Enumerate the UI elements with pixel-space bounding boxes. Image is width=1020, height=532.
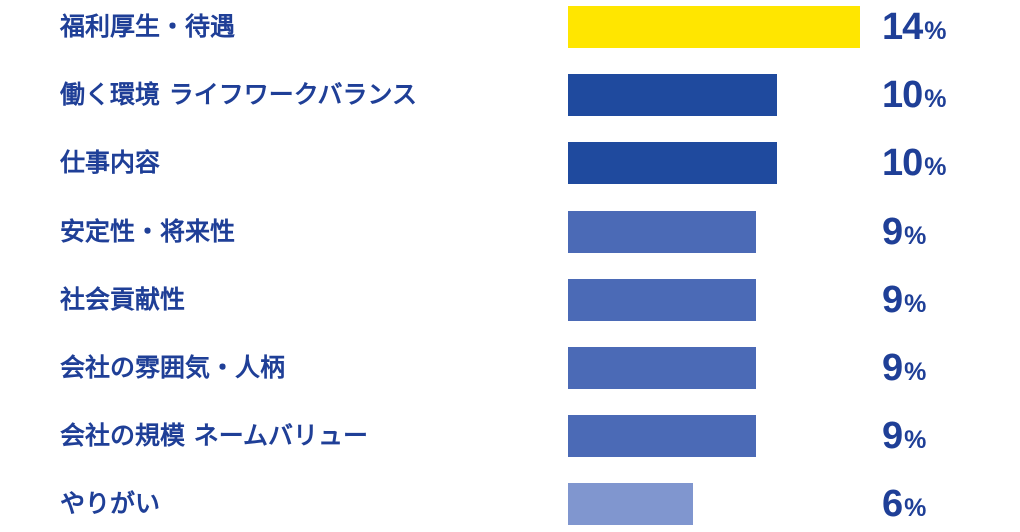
bar-row: 会社の雰囲気・人柄 9%	[0, 347, 1020, 389]
category-label: やりがい	[60, 489, 161, 519]
bar-row: 福利厚生・待遇 14%	[0, 6, 1020, 48]
value-unit: %	[904, 358, 927, 386]
category-label: 安定性・将来性	[60, 216, 236, 246]
value-unit: %	[924, 85, 947, 114]
bar	[568, 483, 694, 526]
category-label: 会社の雰囲気・人柄	[60, 353, 286, 382]
bar-row: 仕事内容 10%	[0, 142, 1020, 185]
category-label: 働く環境 ライフワークバランス	[60, 80, 417, 110]
value-label: 9%	[882, 279, 926, 321]
value-label: 14%	[882, 6, 947, 48]
value-label: 10%	[882, 142, 947, 184]
value-label: 6%	[882, 483, 926, 525]
bar	[568, 278, 756, 321]
value-unit: %	[924, 153, 947, 182]
category-label: 仕事内容	[60, 148, 161, 178]
bar-row: 会社の規模 ネームバリュー 9%	[0, 415, 1020, 458]
value-label: 9%	[882, 211, 926, 253]
value-number: 14	[882, 6, 923, 48]
category-label: 社会貢献性	[60, 284, 186, 314]
category-label: 福利厚生・待遇	[60, 12, 236, 41]
bar-row: 働く環境 ライフワークバランス 10%	[0, 74, 1020, 117]
bar-row: 安定性・将来性 9%	[0, 210, 1020, 253]
value-number: 6	[882, 483, 903, 526]
value-unit: %	[904, 221, 927, 250]
bar	[568, 6, 860, 48]
value-label: 9%	[882, 347, 926, 389]
value-number: 9	[882, 210, 903, 253]
value-label: 9%	[882, 415, 926, 457]
category-label: 会社の規模 ネームバリュー	[60, 421, 368, 451]
value-number: 9	[882, 278, 903, 321]
value-unit: %	[904, 426, 927, 455]
value-number: 9	[882, 347, 903, 389]
bar	[568, 415, 756, 458]
value-number: 9	[882, 415, 903, 458]
value-unit: %	[904, 289, 927, 318]
value-number: 10	[882, 142, 923, 185]
bar-row: やりがい 6%	[0, 483, 1020, 526]
bar	[568, 142, 777, 185]
value-label: 10%	[882, 74, 947, 116]
bar	[568, 347, 756, 389]
value-number: 10	[882, 74, 923, 117]
value-unit: %	[904, 494, 927, 523]
bar-row: 社会貢献性 9%	[0, 278, 1020, 321]
bar	[568, 210, 756, 253]
bar	[568, 74, 777, 117]
value-unit: %	[924, 17, 947, 45]
